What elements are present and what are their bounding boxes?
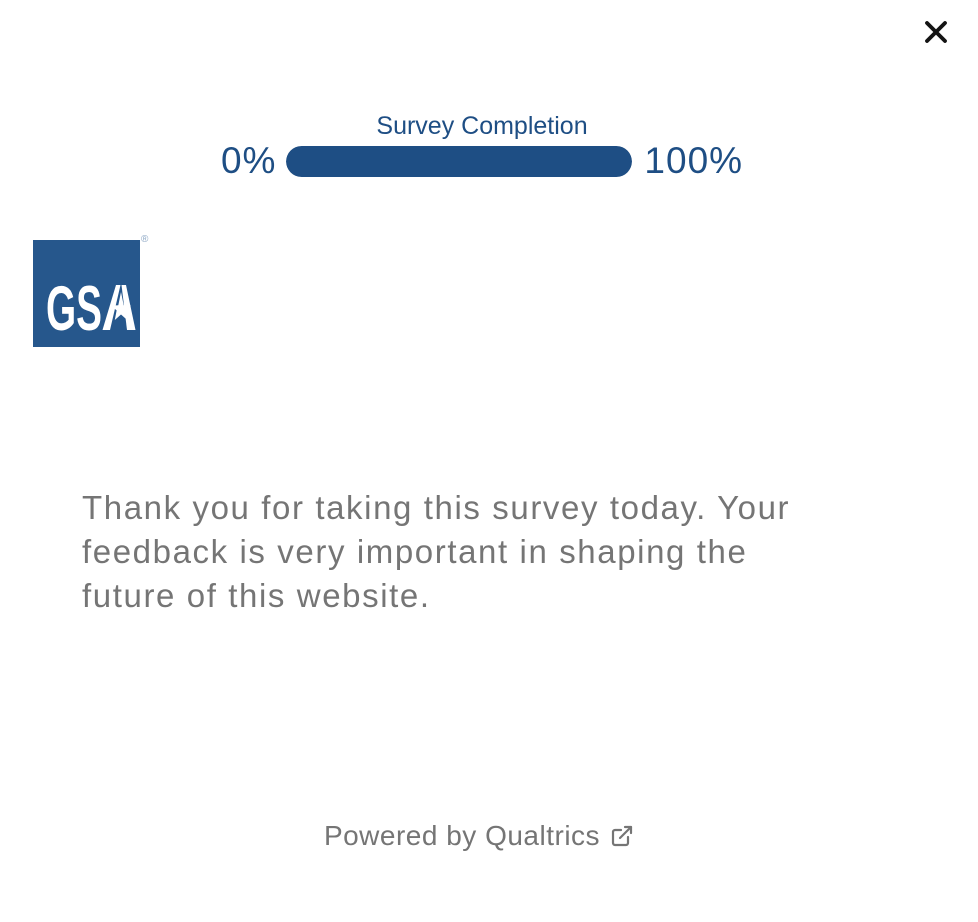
registered-trademark-symbol: ®: [141, 234, 149, 245]
close-icon: [925, 21, 947, 43]
progress-bar: [286, 145, 633, 177]
progress-bar-fill: [286, 145, 633, 177]
gsa-logo-letters: GS: [46, 274, 102, 344]
thank-you-message: Thank you for taking this survey today. …: [82, 489, 791, 614]
gsa-logo-square: [33, 240, 140, 347]
footer: Powered by Qualtrics: [0, 820, 958, 852]
star-icon: [111, 292, 131, 320]
gsa-logo: GS ®: [33, 234, 148, 347]
progress-bar-group: 0% 100%: [0, 140, 964, 182]
external-link-icon: [611, 825, 633, 847]
progress-min-label: 0%: [220, 140, 277, 181]
powered-by-qualtrics-link[interactable]: Powered by Qualtrics: [324, 820, 634, 852]
close-button[interactable]: [918, 13, 956, 51]
progress-max-label: 100%: [644, 140, 744, 181]
progress-title: Survey Completion: [376, 112, 588, 140]
powered-by-label: Powered by Qualtrics: [323, 820, 601, 851]
gsa-logo-star-a-letter: [102, 285, 136, 330]
gsa-logo-mark: GS: [33, 240, 140, 347]
